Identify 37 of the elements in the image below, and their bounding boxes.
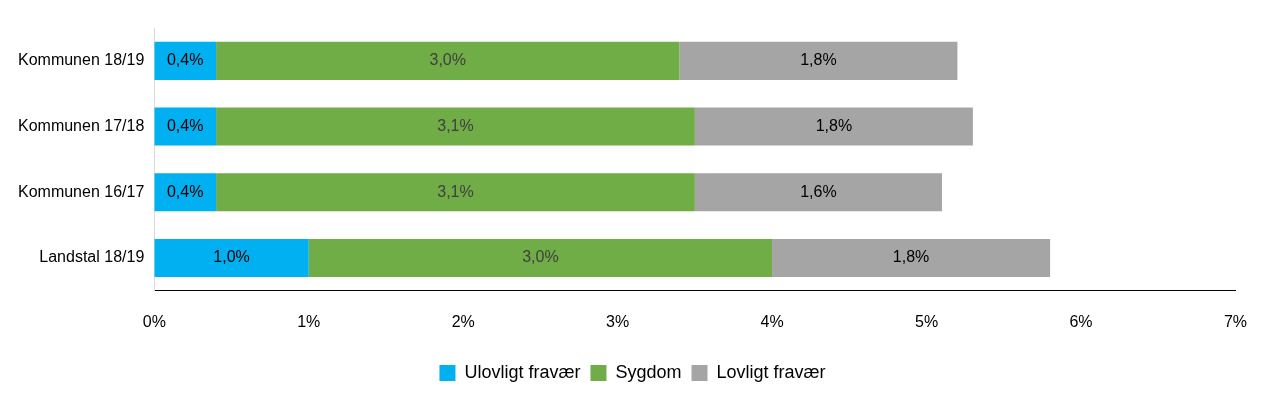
- data-label: 0,4%: [166, 182, 204, 200]
- data-label: 1,0%: [213, 248, 250, 266]
- y-tick-label: Kommunen 16/17: [17, 182, 145, 200]
- bar: [216, 173, 695, 212]
- y-tick-label: Kommunen 17/18: [17, 116, 145, 134]
- data-label: 3,1%: [437, 116, 474, 134]
- data-label: 1,8%: [815, 116, 853, 134]
- data-label: 3,1%: [437, 182, 474, 200]
- data-label: 1,8%: [892, 248, 930, 266]
- x-tick-label: 4%: [760, 312, 784, 330]
- bar: [679, 41, 958, 80]
- bar: [308, 238, 773, 277]
- bar: [694, 107, 973, 146]
- x-tick-label: 0%: [142, 312, 166, 330]
- bar: [772, 238, 1051, 277]
- bar: [694, 173, 942, 212]
- data-label: 3,0%: [522, 248, 559, 266]
- data-label: 0,4%: [166, 116, 204, 134]
- data-label: 1,6%: [800, 182, 837, 200]
- x-tick-label: 3%: [606, 312, 630, 330]
- x-tick-label: 5%: [914, 312, 939, 330]
- bar: [216, 41, 680, 80]
- x-tick-label: 2%: [451, 312, 475, 330]
- legend-label: Lovligt fravær: [716, 361, 826, 382]
- y-tick-label: Landstal 18/19: [39, 248, 145, 266]
- legend-label: Sygdom: [615, 361, 682, 382]
- bar: [154, 107, 217, 146]
- bar: [216, 107, 695, 146]
- x-tick-label: 7%: [1223, 312, 1247, 330]
- x-tick-label: 6%: [1069, 312, 1093, 330]
- bar: [154, 238, 309, 277]
- legend-label: Ulovligt fravær: [464, 361, 581, 382]
- x-tick-label: 1%: [297, 312, 321, 330]
- data-label: 3,0%: [429, 51, 466, 69]
- data-label: 1,8%: [800, 51, 837, 69]
- data-label: 0,4%: [166, 51, 204, 69]
- y-tick-label: Kommunen 18/19: [17, 51, 145, 69]
